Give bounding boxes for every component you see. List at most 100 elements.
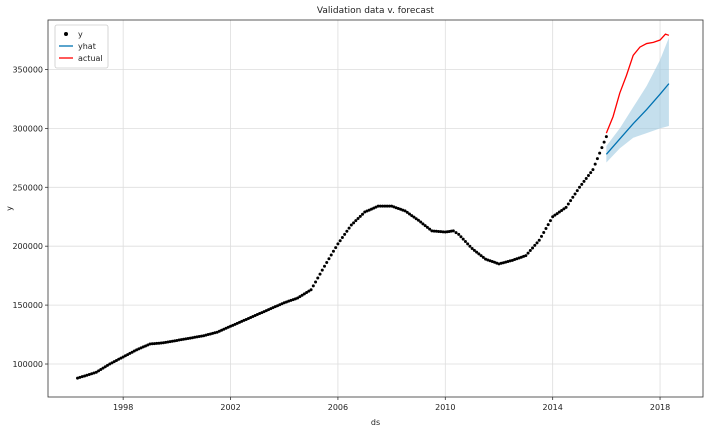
uncertainty-band-layer xyxy=(606,37,669,163)
data-point-y xyxy=(347,226,351,230)
data-point-y xyxy=(354,219,358,223)
data-point-y xyxy=(199,334,203,338)
data-point-y xyxy=(186,336,190,340)
data-point-y xyxy=(566,202,570,206)
data-point-y xyxy=(542,230,546,234)
data-point-y xyxy=(305,291,309,295)
data-point-y xyxy=(423,224,427,228)
data-point-y xyxy=(273,305,277,309)
data-point-y xyxy=(271,306,275,310)
data-point-y xyxy=(428,227,432,231)
data-point-y xyxy=(419,220,423,224)
data-point-y xyxy=(146,343,150,347)
data-point-y xyxy=(548,219,552,223)
data-point-y xyxy=(329,253,333,257)
data-point-y xyxy=(535,241,539,245)
y-tick-label: 350000 xyxy=(12,65,43,74)
data-point-y xyxy=(385,204,389,208)
data-point-y xyxy=(553,213,557,217)
data-point-y xyxy=(598,151,602,155)
data-point-y xyxy=(439,230,443,234)
data-point-y xyxy=(229,324,233,328)
data-point-y xyxy=(405,210,409,214)
data-point-y xyxy=(157,341,161,345)
data-point-y xyxy=(103,365,107,369)
data-point-y xyxy=(258,312,262,316)
data-point-y xyxy=(318,272,322,276)
data-point-y xyxy=(164,340,168,344)
data-point-y xyxy=(137,347,141,351)
data-point-y xyxy=(267,308,271,312)
data-point-y xyxy=(92,371,96,375)
y-tick-label: 200000 xyxy=(12,242,43,251)
data-point-y xyxy=(276,304,280,308)
data-point-y xyxy=(90,372,94,376)
data-point-y xyxy=(477,252,481,256)
legend-label-yhat: yhat xyxy=(78,42,96,51)
data-point-y xyxy=(410,214,414,218)
data-point-y xyxy=(595,157,599,161)
x-tick-label: 2014 xyxy=(542,403,562,412)
data-point-y xyxy=(298,295,302,299)
data-point-y xyxy=(170,339,174,343)
data-point-y xyxy=(302,292,306,296)
data-point-y xyxy=(356,217,360,221)
data-point-y xyxy=(479,254,483,258)
chart-title: Validation data v. forecast xyxy=(317,6,435,16)
data-point-y xyxy=(412,215,416,219)
x-axis-title: ds xyxy=(371,418,380,427)
data-point-y xyxy=(237,320,241,324)
data-point-y xyxy=(97,369,101,373)
data-point-y xyxy=(372,206,376,210)
data-point-y xyxy=(119,356,123,360)
data-point-y xyxy=(182,337,186,341)
data-point-y xyxy=(242,318,246,322)
data-point-y xyxy=(195,335,199,339)
data-point-y xyxy=(251,314,255,318)
data-point-y xyxy=(296,296,300,300)
data-point-y xyxy=(551,215,555,219)
uncertainty-band xyxy=(606,37,669,163)
data-point-y xyxy=(327,257,331,261)
data-point-y xyxy=(260,311,264,315)
data-point-y xyxy=(578,185,582,189)
data-point-y xyxy=(244,317,248,321)
data-point-y xyxy=(526,251,530,255)
data-point-y xyxy=(602,140,606,144)
data-point-y xyxy=(130,350,134,354)
legend-label-y: y xyxy=(78,30,83,39)
data-point-y xyxy=(421,222,425,226)
data-point-y xyxy=(80,375,84,379)
data-point-y xyxy=(437,229,441,233)
legend-box xyxy=(54,24,109,69)
data-point-y xyxy=(83,374,87,378)
data-point-y xyxy=(175,338,179,342)
data-point-y xyxy=(425,225,429,229)
data-point-y xyxy=(197,335,201,339)
data-point-y xyxy=(569,199,573,203)
data-point-y xyxy=(117,357,121,361)
data-point-y xyxy=(144,344,148,348)
data-point-y xyxy=(352,221,356,225)
data-point-y xyxy=(173,339,177,343)
x-tick-label: 2010 xyxy=(435,403,455,412)
data-point-y xyxy=(376,204,380,208)
data-point-y xyxy=(338,239,342,243)
data-point-y xyxy=(481,255,485,259)
data-point-y xyxy=(544,227,548,231)
data-point-y xyxy=(593,162,597,166)
data-point-y xyxy=(159,341,163,345)
data-point-y xyxy=(325,261,329,264)
data-point-y xyxy=(188,336,192,340)
data-point-y xyxy=(114,358,118,362)
data-point-y xyxy=(300,293,304,297)
data-point-y xyxy=(99,368,103,372)
legend-entry-actual: actual xyxy=(59,54,103,63)
legend: y yhat actual xyxy=(54,24,109,69)
data-point-y xyxy=(403,209,407,213)
data-point-y xyxy=(432,229,436,233)
data-point-y xyxy=(472,248,476,252)
data-point-y xyxy=(430,229,434,233)
data-point-y xyxy=(461,237,465,241)
data-point-y xyxy=(193,335,197,339)
